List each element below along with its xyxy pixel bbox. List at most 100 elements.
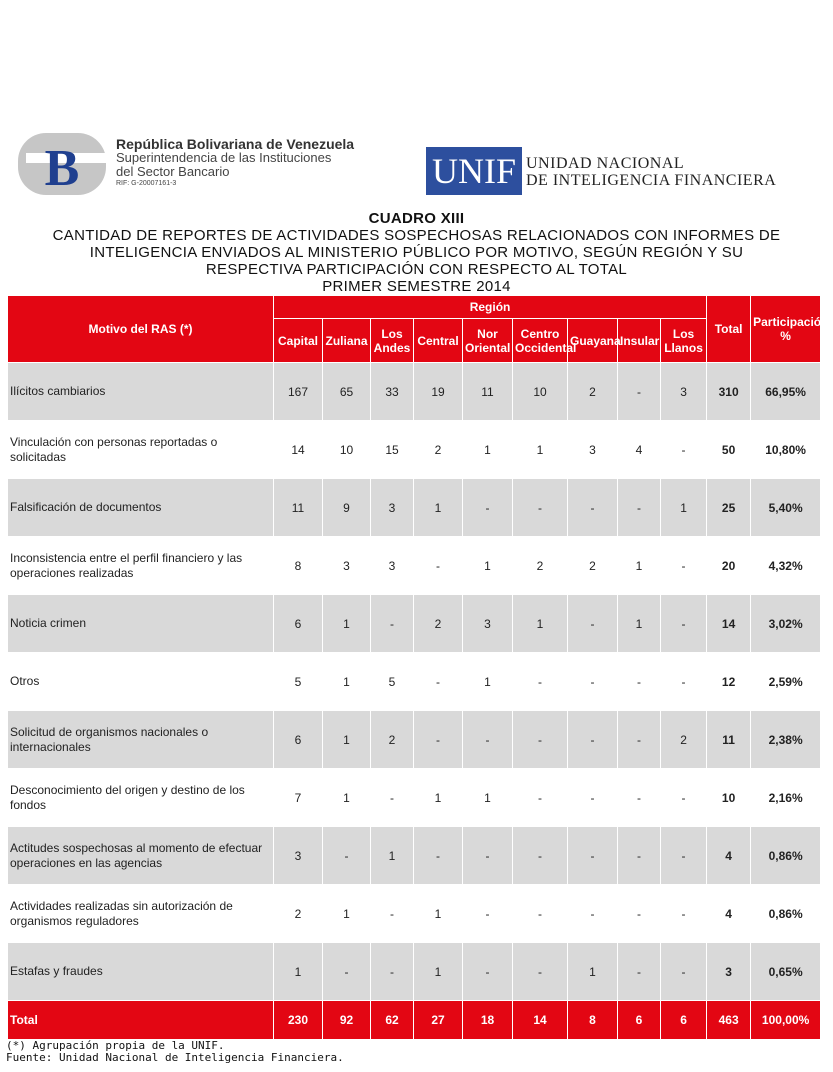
footnote: Fuente: Unidad Nacional de Inteligencia … <box>6 1051 344 1064</box>
value-cell: 4 <box>617 420 661 479</box>
sudeban-logo: B República Bolivariana de Venezuela Sup… <box>6 127 366 207</box>
value-cell: - <box>462 884 513 943</box>
header-cell: Total <box>706 295 752 363</box>
value-cell: 92 <box>322 1000 371 1040</box>
value-cell: 6 <box>273 594 323 653</box>
unif-text: UNIDAD NACIONAL DE INTELIGENCIA FINANCIE… <box>526 155 776 189</box>
motive-cell: Total <box>7 1000 274 1040</box>
table-row: Ilícitos cambiarios 167 65 33 19 11 10 2-3 310 66… <box>7 362 822 421</box>
value-cell: 167 <box>273 362 323 421</box>
value-cell: - <box>617 884 661 943</box>
table-row: Actitudes sospechosas al momento de efec… <box>7 826 822 885</box>
value-cell: 1 <box>512 420 568 479</box>
value-cell: 1 <box>659 478 708 537</box>
header-cell: Motivo del RAS (*) <box>7 295 274 363</box>
value-cell: 1 <box>413 768 463 827</box>
value-cell: 2 <box>659 710 708 769</box>
value-cell: - <box>659 536 708 595</box>
value-cell: - <box>413 826 463 885</box>
motive-cell: Vinculación con personas reportadas o so… <box>7 420 274 479</box>
motive-cell: Desconocimiento del origen y destino de … <box>7 768 274 827</box>
logo-line: UNIDAD NACIONAL <box>526 155 685 172</box>
table-row: Actividades realizadas sin autorización … <box>7 884 822 943</box>
value-cell: - <box>413 710 463 769</box>
value-cell: 14 <box>273 420 323 479</box>
value-cell: 7 <box>273 768 323 827</box>
value-cell: 2 <box>370 710 414 769</box>
value-cell: - <box>322 942 371 1001</box>
value-cell: 11 <box>273 478 323 537</box>
table-row: Falsificación de documentos 11 9 3 1- - - -1 25 5… <box>7 478 822 537</box>
title-line: CANTIDAD DE REPORTES DE ACTIVIDADES SOSP… <box>52 227 781 244</box>
region-header: Centro Occidental <box>512 318 576 363</box>
value-cell: 19 <box>413 362 463 421</box>
header-cell: Región <box>272 295 708 319</box>
title-line: RESPECTIVA PARTICIPACIÓN CON RESPECTO AL… <box>205 261 628 278</box>
table-row: Desconocimiento del origen y destino de … <box>7 768 822 827</box>
value-cell: - <box>617 710 661 769</box>
mark-shape <box>18 133 106 195</box>
value-cell: - <box>659 594 708 653</box>
total-cell: 11 <box>706 710 752 769</box>
motive-cell: Falsificación de documentos <box>7 478 274 537</box>
table-row: Estafas y fraudes 1- -1- -1- -3 0,65% <box>7 942 822 1001</box>
value-cell: - <box>567 478 618 537</box>
value-cell: - <box>659 942 708 1001</box>
value-cell: 15 <box>370 420 414 479</box>
mark-letters: UNIF <box>432 151 516 191</box>
value-cell: 14 <box>512 1000 568 1040</box>
table-row: Total 230 92 62 27 18 14 8 6 6 463 100,00% <box>7 1000 822 1040</box>
value-cell: 3 <box>567 420 618 479</box>
total-cell: 25 <box>706 478 752 537</box>
header-row: Capital Zuliana Los Andes Central Nor Orient… <box>8 318 821 363</box>
title-line: INTELIGENCIA ENVIADOS AL MINISTERIO PÚBL… <box>89 244 744 261</box>
total-cell: 4 <box>706 826 752 885</box>
value-cell: - <box>512 768 568 827</box>
value-cell: 2 <box>273 884 323 943</box>
total-cell: 14 <box>706 594 752 653</box>
value-cell: - <box>370 768 414 827</box>
value-cell: - <box>659 884 708 943</box>
participation-cell: 0,86% <box>750 826 822 885</box>
value-cell: 3 <box>659 362 708 421</box>
mark-letter: B <box>45 140 80 197</box>
value-cell: 5 <box>370 652 414 711</box>
region-header: Zuliana <box>322 318 371 363</box>
value-cell: - <box>462 942 513 1001</box>
value-cell: 1 <box>322 768 371 827</box>
value-cell: 2 <box>567 362 618 421</box>
value-cell: 6 <box>617 1000 661 1040</box>
title: CUADRO XIII CANTIDAD DE REPORTES DE ACTI… <box>0 210 833 295</box>
participation-cell: 0,65% <box>750 942 822 1001</box>
title-line: PRIMER SEMESTRE 2014 <box>322 278 511 295</box>
value-cell: 27 <box>413 1000 463 1040</box>
heading: CUADRO XIII <box>368 210 465 227</box>
motive-cell: Noticia crimen <box>7 594 274 653</box>
value-cell: 2 <box>413 594 463 653</box>
value-cell: 3 <box>273 826 323 885</box>
sudeban-mark: B <box>18 133 106 197</box>
total-cell: 463 <box>706 1000 752 1040</box>
table-body: Ilícitos cambiarios 167 65 33 19 11 10 2-3 310 66… <box>7 362 822 1040</box>
footnote: (*) Agrupación propia de la UNIF. <box>6 1039 225 1052</box>
unif-mark: UNIF <box>426 147 522 195</box>
table-row: Noticia crimen 6 1-2 3 1-1-14 3,02% <box>7 594 822 653</box>
value-cell: 230 <box>273 1000 323 1040</box>
value-cell: - <box>659 420 708 479</box>
participation-cell: 4,32% <box>750 536 822 595</box>
value-cell: - <box>617 478 661 537</box>
participation-cell: 10,80% <box>750 420 822 479</box>
value-cell: 3 <box>370 478 414 537</box>
value-cell: 6 <box>273 710 323 769</box>
value-cell: 65 <box>322 362 371 421</box>
participation-cell: 3,02% <box>750 594 822 653</box>
header-row: Motivo del RAS (*) Región Total Particip… <box>7 295 828 363</box>
value-cell: 1 <box>413 942 463 1001</box>
value-cell: - <box>617 942 661 1001</box>
value-cell: 2 <box>413 420 463 479</box>
value-cell: - <box>370 884 414 943</box>
motive-cell: Inconsistencia entre el perfil financier… <box>7 536 274 595</box>
logo-line: DE INTELIGENCIA FINANCIERA <box>526 172 777 189</box>
participation-cell: 66,95% <box>750 362 822 421</box>
value-cell: - <box>462 478 513 537</box>
